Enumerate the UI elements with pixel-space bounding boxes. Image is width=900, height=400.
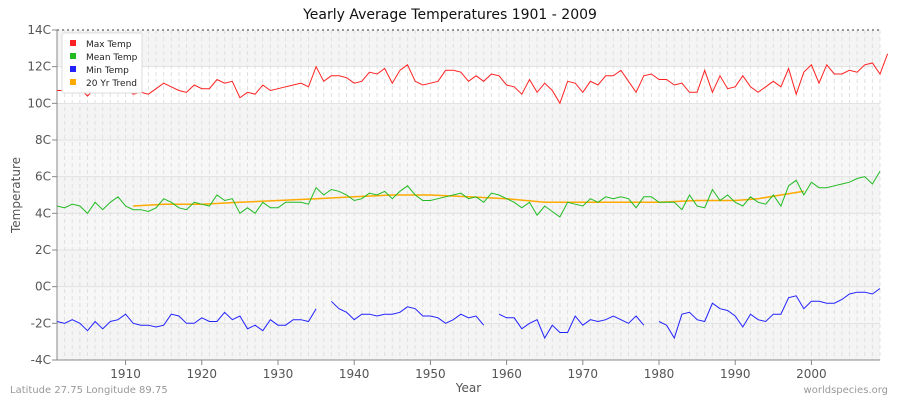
series-line-min-temp (56, 288, 881, 340)
x-tick-label: 1980 (644, 367, 675, 381)
y-tick-label: 14C (27, 23, 51, 37)
legend-label: Mean Temp (86, 53, 138, 63)
legend-swatch (70, 66, 76, 72)
legend-swatch (70, 53, 76, 59)
y-tick-label: 6C (35, 170, 51, 184)
x-tick-label: 1990 (720, 367, 751, 381)
y-tick-label: 2C (35, 243, 51, 257)
legend-label: 20 Yr Trend (86, 79, 137, 89)
site-label: worldspecies.org (803, 385, 888, 396)
x-tick-label: 1930 (263, 367, 294, 381)
series-line-max-temp (57, 53, 889, 105)
y-tick-label: -2C (31, 316, 51, 330)
y-tick-label: -4C (31, 353, 51, 367)
x-tick-label: 1910 (110, 367, 141, 381)
y-tick-label: 10C (27, 96, 51, 110)
y-tick-label: 4C (35, 206, 51, 220)
legend-box (61, 32, 143, 94)
x-axis-label: Year (455, 381, 481, 395)
y-tick-label: 0C (35, 280, 51, 294)
x-tick-label: 1920 (187, 367, 218, 381)
legend-swatch (70, 40, 76, 46)
y-tick-label: 8C (35, 133, 51, 147)
legend-label: Min Temp (86, 66, 129, 76)
grid-band (57, 213, 880, 250)
chart-title: Yearly Average Temperatures 1901 - 2009 (303, 7, 597, 23)
series-line-mean-temp (56, 170, 881, 218)
location-label: Latitude 27.75 Longitude 89.75 (10, 385, 168, 396)
y-axis-label: Temperature (9, 157, 23, 234)
x-tick-label: 2000 (796, 367, 827, 381)
y-tick-label: 12C (27, 60, 51, 74)
x-tick-label: 1960 (491, 367, 522, 381)
x-tick-label: 1950 (415, 367, 446, 381)
x-tick-label: 1970 (568, 367, 599, 381)
legend-swatch (70, 79, 76, 85)
legend-label: Max Temp (86, 40, 132, 50)
x-tick-label: 1940 (339, 367, 370, 381)
